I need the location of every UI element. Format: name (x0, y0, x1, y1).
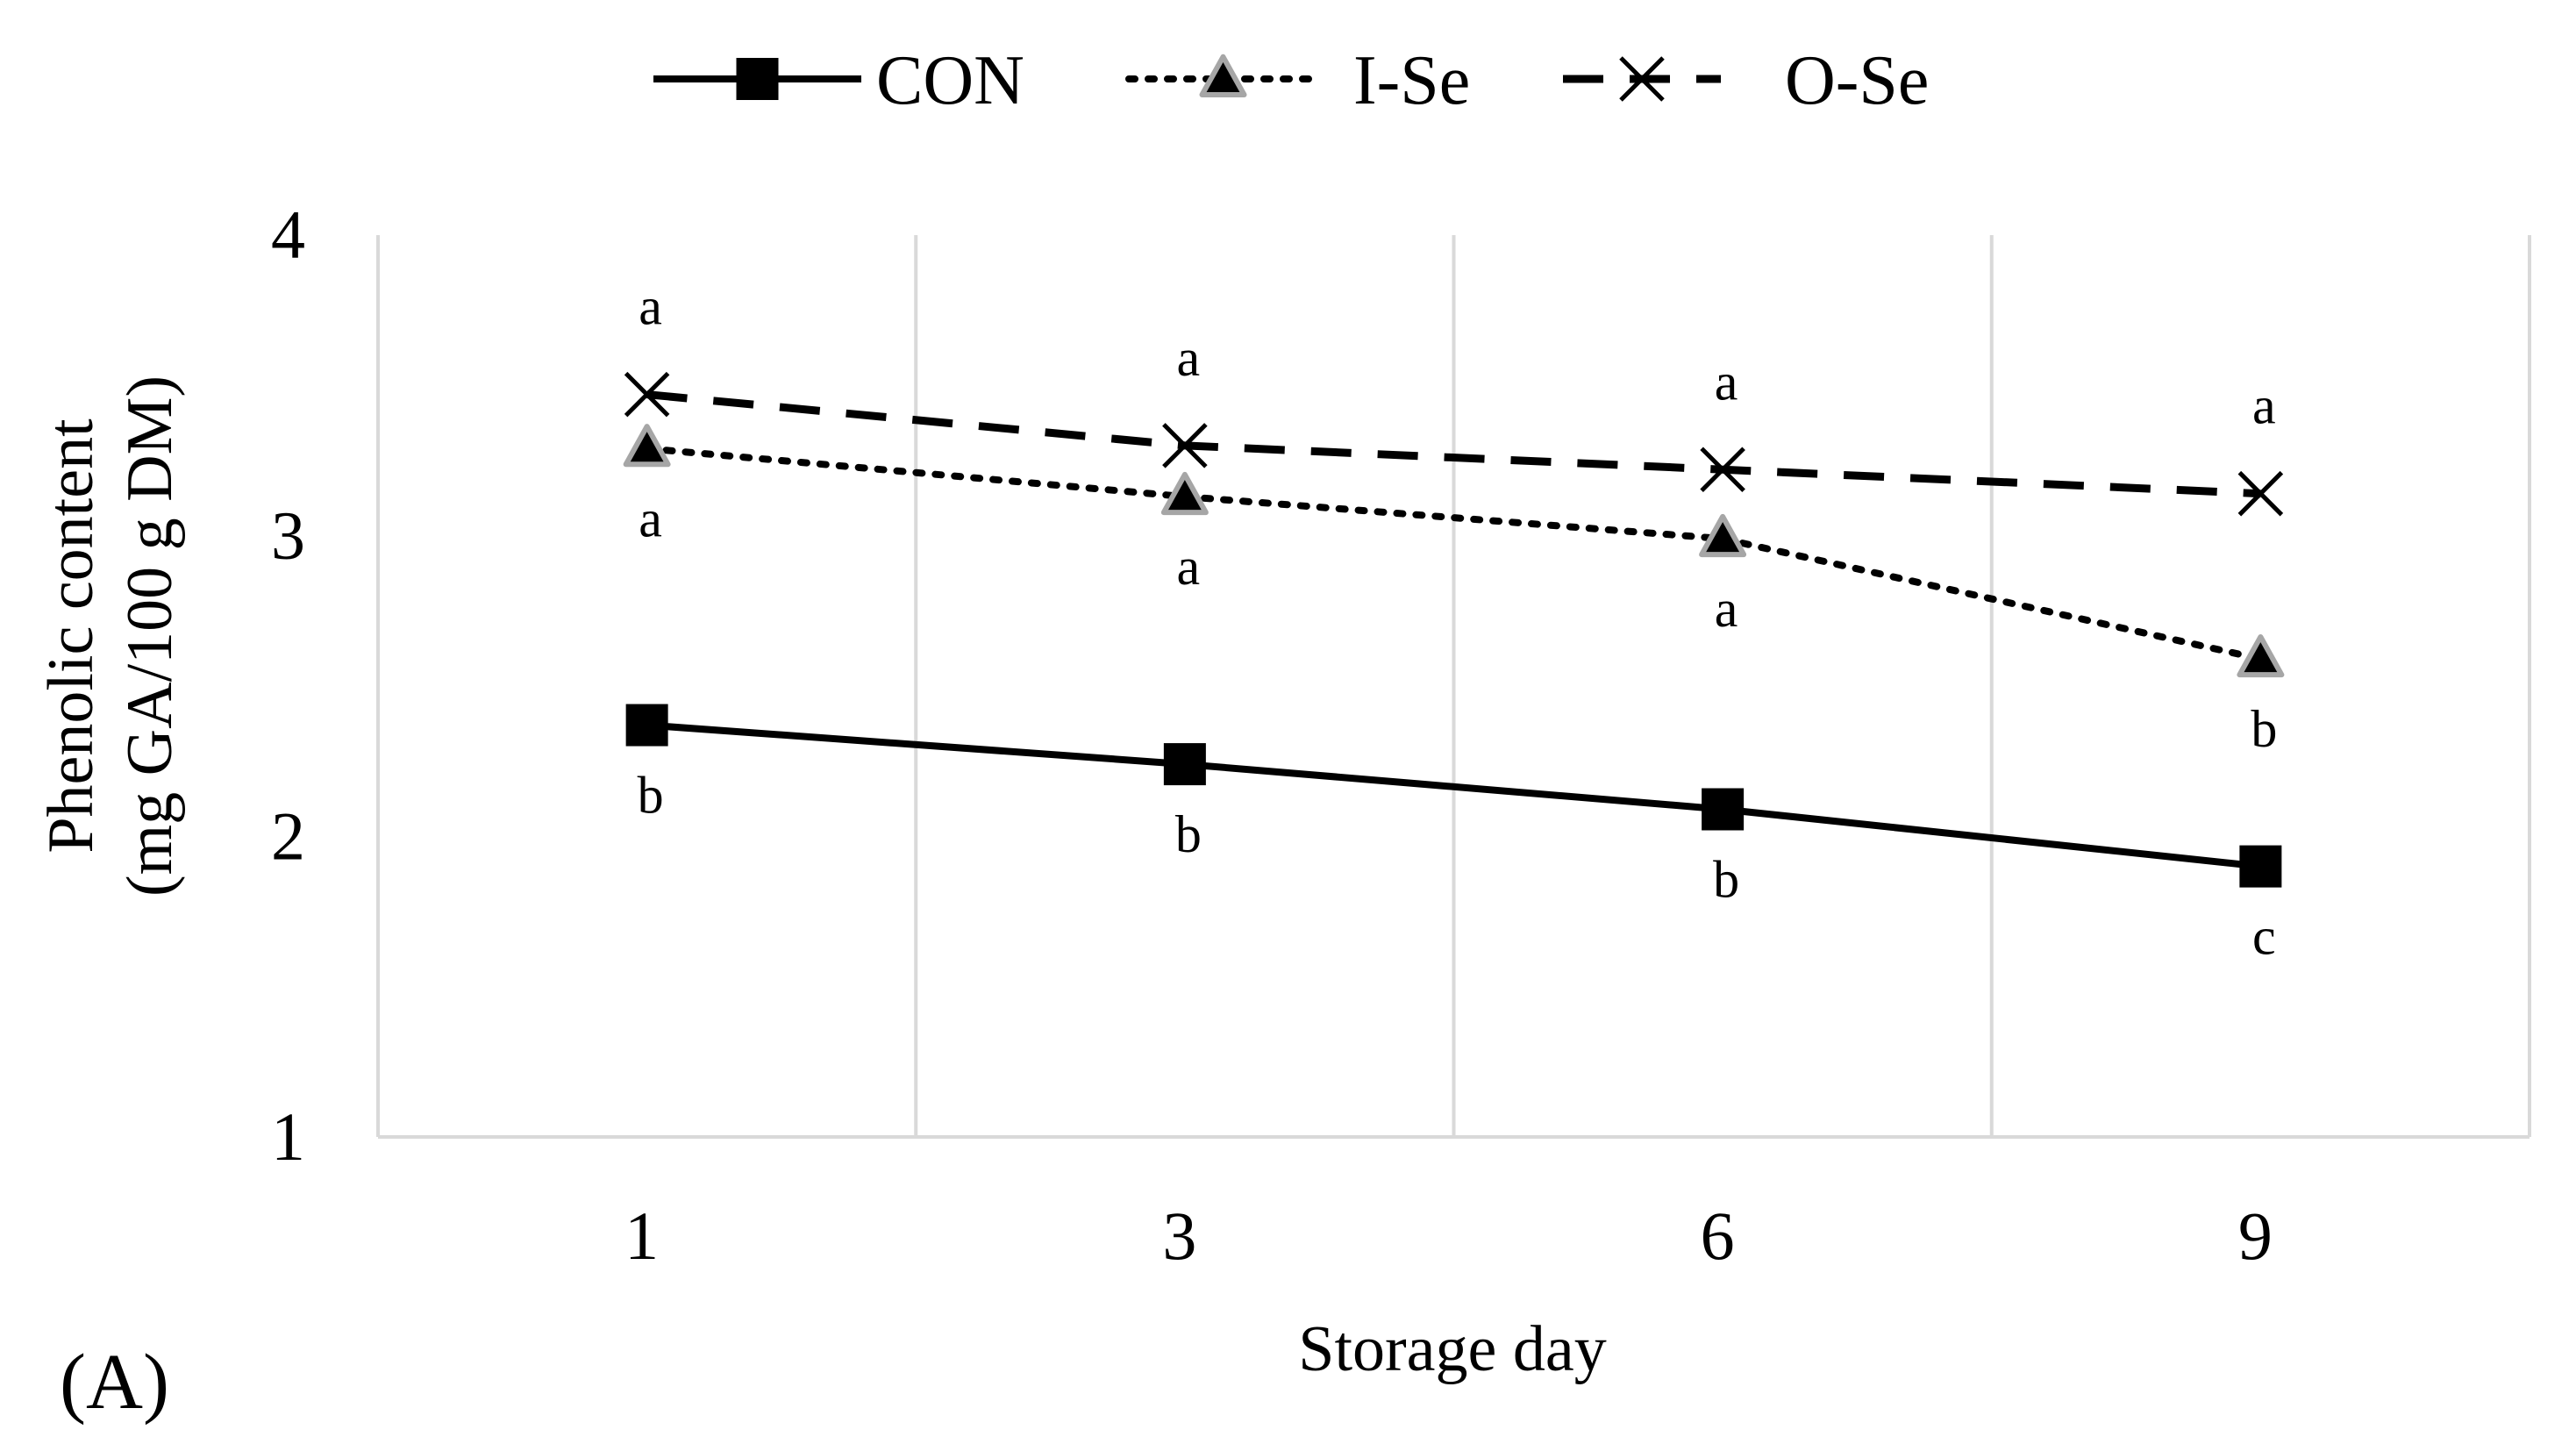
significance-letter: a (1177, 538, 1201, 596)
data-point-i-se (2237, 633, 2285, 678)
marker-square (736, 58, 779, 100)
legend: CON I-Se O-Se (653, 42, 1929, 119)
marker-triangle (2237, 633, 2285, 678)
marker-x (1619, 56, 1665, 102)
significance-letter: a (639, 278, 662, 336)
series-line-o-se (646, 390, 2261, 498)
series-o-se (624, 371, 2284, 517)
axis-layer: 1 2 3 4 1 3 6 9 (271, 197, 2530, 1274)
significance-letter: a (1715, 353, 1738, 411)
data-point-i-se (1699, 513, 1747, 558)
data-point-con (1702, 788, 1745, 831)
marker-x (624, 371, 670, 418)
x-axis-label: Storage day (1298, 1313, 1606, 1385)
series-i-se (623, 424, 2285, 678)
series-layer (623, 371, 2285, 888)
grid-layer (914, 235, 2531, 1137)
significance-letter: a (639, 490, 662, 547)
marker-triangle (623, 424, 671, 468)
marker-triangle (1699, 513, 1747, 558)
significance-letter: b (2251, 700, 2277, 758)
marker-x (1700, 447, 1745, 493)
x-tick-label: 1 (624, 1197, 659, 1274)
x-tick-label: 6 (1701, 1197, 1735, 1274)
data-point-con (2239, 845, 2282, 888)
data-point-con (1163, 743, 1206, 786)
marker-square (2239, 845, 2282, 888)
y-tick-label: 2 (271, 797, 305, 874)
legend-item: CON (653, 42, 1024, 119)
marker-square (1163, 743, 1206, 786)
y-tick-label: 1 (271, 1098, 305, 1175)
data-point-o-se (1700, 447, 1745, 493)
significance-letter: b (1175, 805, 1202, 863)
legend-label: I-Se (1353, 42, 1470, 119)
significance-letter: b (638, 767, 664, 825)
data-point-o-se (624, 371, 670, 418)
y-axis-label-line1: Phenolic content (35, 418, 107, 854)
series-line-i-se (643, 445, 2265, 663)
data-point-o-se (2237, 470, 2284, 517)
significance-letter: a (1177, 329, 1201, 387)
significance-letter: a (1715, 580, 1738, 638)
y-tick-label: 4 (271, 197, 305, 273)
y-tick-label: 3 (271, 497, 305, 574)
marker-square (1702, 788, 1745, 831)
significance-letter: a (2252, 377, 2276, 435)
legend-item: O-Se (1563, 42, 1929, 119)
legend-label: O-Se (1785, 42, 1929, 119)
marker-square (625, 704, 668, 747)
data-point-con (625, 704, 668, 747)
series-line-con (646, 721, 2261, 870)
x-tick-label: 9 (2238, 1197, 2273, 1274)
significance-letter: b (1713, 850, 1739, 908)
letter-layer: b b b c a a a b a a a a (638, 278, 2278, 966)
marker-x (2237, 470, 2284, 517)
x-tick-label: 3 (1162, 1197, 1196, 1274)
data-point-o-se (1162, 423, 1208, 468)
series-con (625, 704, 2282, 888)
legend-label: CON (876, 42, 1024, 119)
legend-item: I-Se (1125, 42, 1470, 119)
marker-x (1162, 423, 1208, 468)
marker-triangle (1160, 471, 1209, 516)
data-point-i-se (1160, 471, 1209, 516)
y-axis-label-line2: (mg GA/100 g DM) (114, 375, 186, 897)
panel-label: (A) (60, 1339, 169, 1426)
data-point-i-se (623, 424, 671, 468)
marker-triangle (1199, 54, 1247, 97)
significance-letter: c (2252, 908, 2276, 966)
